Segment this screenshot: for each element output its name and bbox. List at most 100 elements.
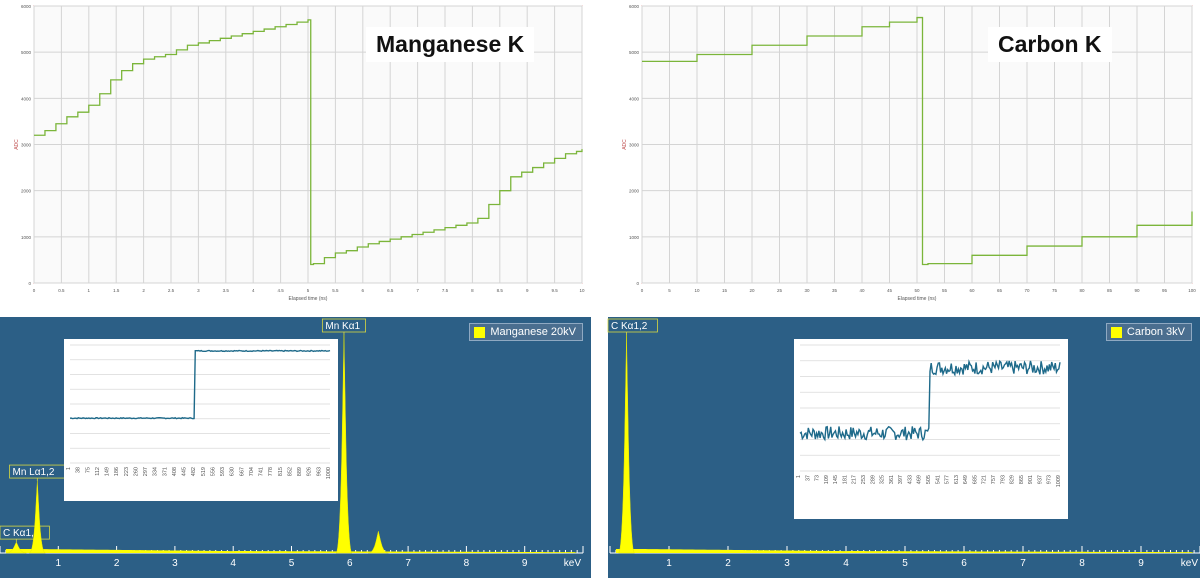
manganese-legend: Manganese 20kV (469, 323, 583, 341)
x-tick-label: 7 (416, 288, 419, 293)
x-tick-label: 6 (362, 288, 365, 293)
inset-x-tick-label: 371 (162, 467, 168, 476)
x-tick-label: 2 (114, 558, 120, 569)
inset-x-tick-label: 667 (239, 467, 245, 476)
x-tick-label: 60 (969, 288, 975, 293)
inset-x-tick-label: 1009 (1056, 475, 1062, 487)
inset-x-tick-label: 181 (842, 475, 848, 484)
inset-series-line (799, 359, 1061, 442)
inset-x-tick-label: 852 (287, 467, 293, 476)
inset-x-tick-label: 963 (316, 467, 322, 476)
carbon-time-trace-panel: 0 5 10 15 20 25 30 35 40 45 50 55 60 65 70 75 80 85 90 95 10… (608, 0, 1200, 305)
x-tick-label: 2.5 (168, 288, 175, 293)
carbon-inset: 1 37 73 109 145 181 217 253 289 325 361 397 433 469 50… (794, 339, 1068, 519)
x-tick-label: 4 (843, 558, 849, 569)
inset-x-tick-label: 325 (880, 475, 886, 484)
x-tick-label: 85 (1107, 288, 1113, 293)
x-tick-label: 65 (997, 288, 1003, 293)
peak-label: Mn Lα1,2 (13, 467, 55, 478)
inset-x-tick-label: 757 (991, 475, 997, 484)
x-tick-label: 90 (1134, 288, 1140, 293)
inset-x-tick-label: 685 (972, 475, 978, 484)
x-axis-label: keV (564, 558, 582, 569)
inset-x-tick-label: 865 (1019, 475, 1025, 484)
y-tick-label: 3000 (629, 143, 640, 148)
inset-x-tick-label: 38 (76, 467, 82, 473)
x-tick-label: 1.5 (113, 288, 120, 293)
x-tick-label: 4 (230, 558, 236, 569)
inset-series-line (69, 349, 331, 420)
peak-label-box (607, 318, 658, 333)
carbon-inset-chart: 1 37 73 109 145 181 217 253 289 325 361 397 433 469 50… (796, 344, 1062, 487)
inset-x-tick-label: 829 (1010, 475, 1016, 484)
x-tick-label: 95 (1162, 288, 1168, 293)
x-tick-label: 15 (722, 288, 728, 293)
inset-x-tick-label: 1000 (326, 467, 332, 479)
carbon-legend: Carbon 3kV (1105, 323, 1192, 341)
y-tick-label: 6000 (21, 4, 32, 9)
inset-x-tick-label: 937 (1037, 475, 1043, 484)
spectrum-peak (6, 541, 27, 554)
x-tick-label: 6 (347, 558, 353, 569)
background-continuum (615, 549, 1195, 553)
x-tick-label: 5 (289, 558, 295, 569)
x-tick-label: 10 (694, 288, 700, 293)
y-tick-label: 1000 (629, 235, 640, 240)
x-tick-label: 7 (1020, 558, 1026, 569)
series-line (642, 16, 1193, 266)
x-tick-label: 75 (1052, 288, 1058, 293)
inset-x-tick-label: 793 (1000, 475, 1006, 484)
peak-label-group: Mn Kα1 (321, 318, 366, 333)
x-tick-label: 2 (142, 288, 145, 293)
manganese-spectrum-panel: 1 2 3 4 5 6 7 8 9 keV C Kα1,2 Mn Lα1,2 Mn Kα1 Mangan… (0, 317, 591, 578)
inset-x-tick-label: 186 (114, 467, 120, 476)
inset-x-tick-label: 253 (861, 475, 867, 484)
carbon-k-title: Carbon K (988, 27, 1112, 62)
inset-x-tick-label: 260 (133, 467, 139, 476)
y-tick-label: 0 (636, 281, 639, 286)
x-tick-label: 70 (1024, 288, 1030, 293)
y-tick-label: 0 (28, 281, 31, 286)
inset-x-tick-label: 901 (1028, 475, 1034, 484)
x-tick-label: 8 (464, 558, 470, 569)
x-tick-label: 5 (307, 288, 310, 293)
inset-x-tick-label: 469 (917, 475, 923, 484)
x-tick-label: 2 (725, 558, 731, 569)
y-tick-label: 5000 (21, 50, 32, 55)
inset-x-tick-label: 519 (201, 467, 207, 476)
inset-x-tick-label: 630 (230, 467, 236, 476)
inset-x-tick-label: 541 (935, 475, 941, 484)
x-tick-label: 3 (197, 288, 200, 293)
inset-x-tick-label: 75 (85, 467, 91, 473)
inset-x-tick-label: 505 (926, 475, 932, 484)
x-tick-label: 7.5 (442, 288, 449, 293)
inset-x-tick-label: 433 (907, 475, 913, 484)
x-tick-label: 45 (887, 288, 893, 293)
inset-x-tick-label: 408 (172, 467, 178, 476)
inset-x-tick-label: 73 (815, 475, 821, 481)
peak-label: C Kα1,2 (3, 528, 40, 539)
x-tick-label: 4.5 (277, 288, 284, 293)
x-axis-label: keV (1181, 558, 1199, 569)
x-tick-label: 50 (914, 288, 920, 293)
inset-x-tick-label: 289 (870, 475, 876, 484)
x-tick-label: 4 (252, 288, 255, 293)
legend-swatch (474, 326, 486, 338)
x-tick-label: 80 (1079, 288, 1085, 293)
inset-x-tick-label: 482 (191, 467, 197, 476)
inset-x-tick-label: 109 (824, 475, 830, 484)
inset-x-tick-label: 926 (307, 467, 313, 476)
spectrum-peak (368, 531, 389, 554)
carbon-legend-label: Carbon 3kV (1126, 326, 1185, 338)
y-tick-label: 1000 (21, 235, 32, 240)
inset-x-tick-label: 577 (945, 475, 951, 484)
x-tick-label: 0 (33, 288, 36, 293)
x-tick-label: 5 (668, 288, 671, 293)
x-tick-label: 5.5 (332, 288, 339, 293)
y-tick-label: 5000 (629, 50, 640, 55)
y-tick-label: 2000 (21, 189, 32, 194)
inset-x-tick-label: 145 (833, 475, 839, 484)
peak-label-group: Mn Lα1,2 (9, 464, 66, 479)
inset-x-tick-label: 704 (249, 467, 255, 476)
inset-x-tick-label: 889 (297, 467, 303, 476)
